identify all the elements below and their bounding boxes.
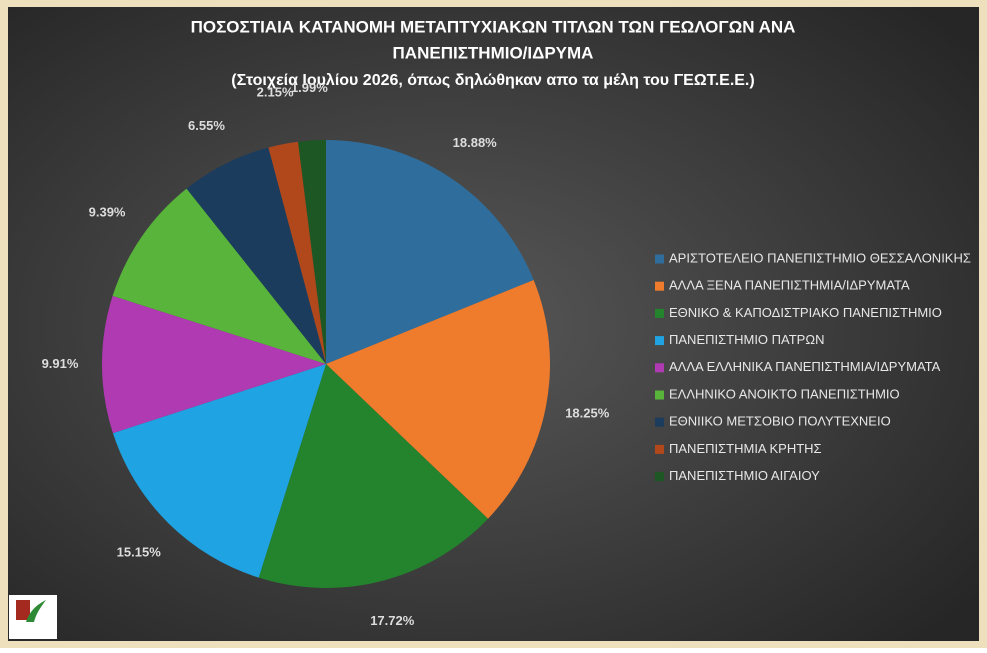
pie-slice [258,364,488,588]
legend-swatch [655,444,664,454]
data-label: 9.91% [42,356,79,371]
data-label: 18.25% [565,405,610,420]
logo [9,595,57,639]
legend-swatch [655,417,664,427]
legend-swatch [655,390,664,400]
pie-slice [298,140,326,364]
legend-label: ΠΑΝΕΠΙΣΤΗΜΙΟ ΑΙΓΑΙΟΥ [669,468,820,483]
pie-slice [112,364,326,578]
legend-swatch [655,308,664,318]
pie-slice [112,188,326,364]
legend-label: ΠΑΝΕΠΙΣΤΗΜΙΟ ΠΑΤΡΩΝ [669,332,824,347]
legend-swatch [655,281,664,291]
legend-swatch [655,254,664,264]
legend-label: ΑΡΙΣΤΟΤΕΛΕΙΟ ΠΑΝΕΠΙΣΤΗΜΙΟ ΘΕΣΣΑΛΟΝΙΚΗΣ [669,250,971,265]
data-label: 17.72% [370,613,415,628]
pie-slice [326,140,534,364]
legend-swatch [655,336,664,346]
chart-subtitle: (Στοιχεία Ιουλίου 2026, όπως δηλώθηκαν α… [231,72,754,89]
legend-label: ΕΘΝΙΚΟ & ΚΑΠΟΔΙΣΤΡΙΑΚΟ ΠΑΝΕΠΙΣΤΗΜΙΟ [669,305,942,320]
pie-slice [326,279,551,519]
legend-swatch [655,363,664,373]
data-label: 15.15% [117,544,162,559]
chart-title: ΠΑΝΕΠΙΣΤΗΜΙΟ/ΙΔΡΥΜΑ [393,43,594,62]
legend-label: ΑΛΛΑ ΕΛΛΗΝΙΚΑ ΠΑΝΕΠΙΣΤΗΜΙΑ/ΙΔΡΥΜΑΤΑ [669,359,941,374]
data-label: 2.15% [257,84,294,99]
data-label: 9.39% [89,204,126,219]
legend-swatch [655,472,664,482]
data-label: 18.88% [453,135,498,150]
legend-label: ΕΘΝΙΙΚΟ ΜΕΤΣΟΒΙΟ ΠΟΛΥΤΕΧΝΕΙΟ [669,414,891,429]
pie-slice [101,295,326,434]
data-label: 1.99% [291,80,328,95]
pie-slice [186,147,326,364]
legend-label: ΑΛΛΑ ΞΕΝΑ ΠΑΝΕΠΙΣΤΗΜΙΑ/ΙΔΡΥΜΑΤΑ [669,278,910,293]
pie-slice [268,141,326,364]
legend-label: ΠΑΝΕΠΙΣΤΗΜΙΑ ΚΡΗΤΗΣ [669,441,822,456]
data-label: 6.55% [188,118,225,133]
legend-label: ΕΛΛΗΝΙΚΟ ΑΝΟΙΚΤΟ ΠΑΝΕΠΙΣΤΗΜΙΟ [669,386,900,401]
chart-title: ΠΟΣΟΣΤΙΑΙΑ ΚΑΤΑΝΟΜΗ ΜΕΤΑΠΤΥΧΙΑΚΩΝ ΤΙΤΛΩΝ… [191,17,796,36]
